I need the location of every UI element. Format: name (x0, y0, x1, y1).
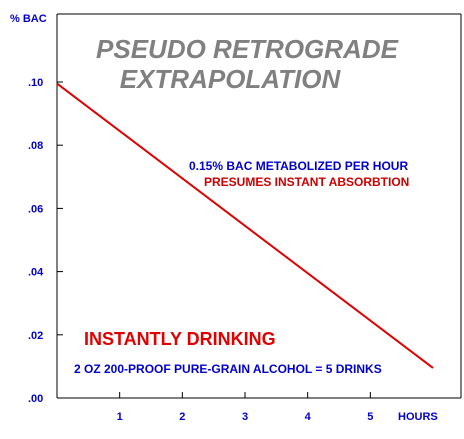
chart-title-line-1: PSEUDO RETROGRADE (96, 34, 399, 64)
annotation-drink-amount: 2 OZ 200-PROOF PURE-GRAIN ALCOHOL = 5 DR… (74, 362, 382, 376)
y-axis-title: % BAC (10, 13, 47, 25)
y-tick-label: .10 (28, 77, 43, 89)
annotation-metabolized-rate: 0.15% BAC METABOLIZED PER HOUR (189, 159, 408, 173)
x-tick-label: 1 (117, 411, 123, 423)
x-axis-title: HOURS (398, 411, 438, 423)
series-layer (56, 82, 434, 369)
chart-title-line-2: EXTRAPOLATION (120, 64, 342, 94)
x-tick-label: 3 (242, 411, 248, 423)
y-ticks: .00 .02 .04 .06 .08 .10 (28, 77, 63, 405)
y-tick-label: .06 (28, 203, 43, 215)
y-tick-label: .02 (28, 330, 43, 342)
x-tick-label: 2 (179, 411, 185, 423)
y-tick-label: .00 (28, 393, 43, 405)
x-ticks: 1 2 3 4 5 (117, 392, 373, 423)
bac-decline-line (56, 82, 434, 369)
x-tick-label: 5 (367, 411, 373, 423)
y-tick-label: .08 (28, 140, 43, 152)
x-tick-label: 4 (305, 411, 312, 423)
annotation-instantly-drinking: INSTANTLY DRINKING (84, 329, 276, 349)
annotation-instant-absorption: PRESUMES INSTANT ABSORBTION (204, 175, 409, 189)
y-tick-label: .04 (28, 267, 44, 279)
